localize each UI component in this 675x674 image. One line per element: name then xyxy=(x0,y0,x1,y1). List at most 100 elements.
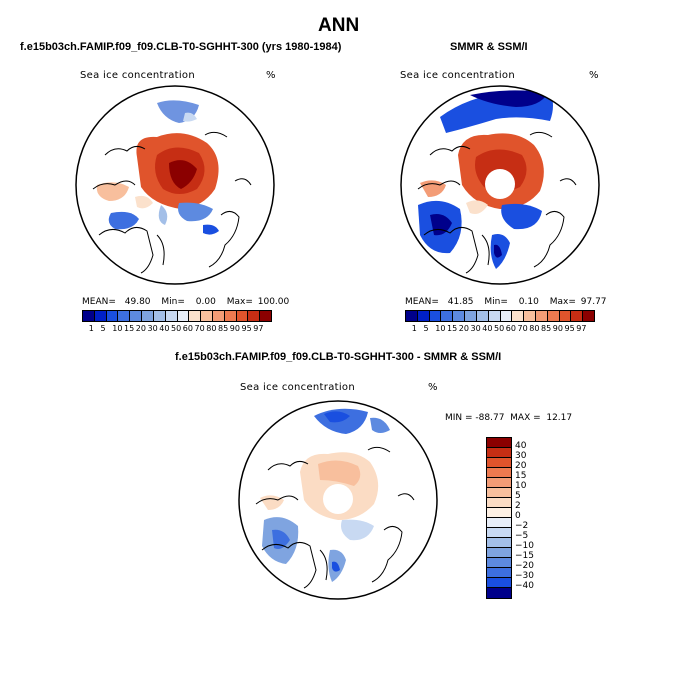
colorbar-label: 30 xyxy=(515,451,527,461)
colorbar-label: 30 xyxy=(147,324,158,333)
colorbar-swatch xyxy=(260,311,271,321)
colorbar-label: 85 xyxy=(541,324,552,333)
panel1-max-label: Max= xyxy=(226,297,253,307)
colorbar-swatch xyxy=(453,311,466,321)
colorbar-swatch xyxy=(153,311,166,321)
colorbar-label: 80 xyxy=(529,324,540,333)
colorbar-label: 97 xyxy=(576,324,587,333)
panel2-colorbar xyxy=(405,310,595,322)
colorbar-swatch xyxy=(487,568,511,578)
colorbar-label: 20 xyxy=(515,461,527,471)
colorbar-label: −20 xyxy=(515,561,534,571)
colorbar-swatch xyxy=(406,311,418,321)
colorbar-swatch xyxy=(417,311,430,321)
colorbar-swatch xyxy=(487,468,511,478)
colorbar-label: 10 xyxy=(435,324,446,333)
colorbar-label: 40 xyxy=(515,441,527,451)
panel1-map-border xyxy=(75,85,275,285)
panel1-coastline-east xyxy=(204,131,252,268)
panel1-title: f.e15b03ch.FAMIP.f09_f09.CLB-T0-SGHHT-30… xyxy=(20,41,342,53)
colorbar-label: 95 xyxy=(241,324,252,333)
panel2-max-label: Max= xyxy=(549,297,576,307)
colorbar-swatch xyxy=(487,518,511,528)
panel2-map xyxy=(400,85,600,285)
panel3-units: % xyxy=(428,382,438,393)
panel1-colorbar-labels: 1 5 10 15 20 30 40 50 60 70 80 85 90 95 97 xyxy=(82,324,272,334)
colorbar-label: 90 xyxy=(229,324,240,333)
colorbar-swatch xyxy=(429,311,442,321)
colorbar-label: 50 xyxy=(171,324,182,333)
colorbar-label: 5 xyxy=(100,324,106,333)
panel1-stats: MEAN= 49.80 Min= 0.00 Max= 100.00 xyxy=(82,297,289,307)
colorbar-label: 70 xyxy=(517,324,528,333)
colorbar-swatch xyxy=(236,311,249,321)
panel2-min: 0.10 xyxy=(518,297,539,307)
colorbar-label: 15 xyxy=(447,324,458,333)
colorbar-swatch xyxy=(487,588,511,598)
panel3-map xyxy=(238,400,438,600)
panel1-map xyxy=(75,85,275,285)
colorbar-swatch xyxy=(106,311,119,321)
colorbar-swatch xyxy=(441,311,454,321)
panel2-stats: MEAN= 41.85 Min= 0.10 Max= 97.77 xyxy=(405,297,607,307)
colorbar-label: 15 xyxy=(124,324,135,333)
panel2-coastline-west xyxy=(417,145,490,274)
panel2-pole-hole xyxy=(485,169,515,199)
colorbar-swatch xyxy=(487,448,511,458)
colorbar-label: 2 xyxy=(515,501,521,511)
colorbar-label: 20 xyxy=(135,324,146,333)
colorbar-swatch xyxy=(224,311,237,321)
colorbar-swatch xyxy=(94,311,107,321)
colorbar-label: 30 xyxy=(470,324,481,333)
colorbar-label: −5 xyxy=(515,531,529,541)
panel2-mean-label: MEAN= xyxy=(405,297,439,307)
colorbar-swatch xyxy=(487,488,511,498)
colorbar-swatch xyxy=(583,311,594,321)
colorbar-label: 0 xyxy=(515,511,521,521)
colorbar-swatch xyxy=(524,311,536,321)
panel3-coastline-east xyxy=(367,446,415,583)
colorbar-swatch xyxy=(465,311,477,321)
panel1-min: 0.00 xyxy=(195,297,216,307)
panel3-map-border xyxy=(238,400,438,600)
colorbar-label: 5 xyxy=(515,491,521,501)
colorbar-label: 40 xyxy=(482,324,493,333)
colorbar-label: 90 xyxy=(552,324,563,333)
colorbar-swatch xyxy=(189,311,202,321)
colorbar-swatch xyxy=(535,311,548,321)
colorbar-label: 80 xyxy=(206,324,217,333)
panel3-atlantic-diff xyxy=(341,519,374,541)
panel1-units: % xyxy=(266,70,276,81)
colorbar-label: −2 xyxy=(515,521,529,531)
colorbar-swatch xyxy=(488,311,501,321)
colorbar-swatch xyxy=(487,558,511,568)
panel1-atlantic-ice xyxy=(178,202,213,222)
colorbar-label: −10 xyxy=(515,541,534,551)
panel1-max: 100.00 xyxy=(257,297,290,307)
colorbar-swatch xyxy=(487,498,511,508)
colorbar-label: 10 xyxy=(515,481,527,491)
colorbar-label: 97 xyxy=(253,324,264,333)
panel1-var-label: Sea ice concentration xyxy=(80,70,195,81)
colorbar-swatch xyxy=(487,438,511,448)
colorbar-swatch xyxy=(201,311,213,321)
panel2-map-border xyxy=(400,85,600,285)
panel1-mean-label: MEAN= xyxy=(82,297,116,307)
colorbar-label: 40 xyxy=(159,324,170,333)
colorbar-swatch xyxy=(476,311,489,321)
panel2-mean: 41.85 xyxy=(447,297,474,307)
colorbar-swatch xyxy=(130,311,143,321)
colorbar-label: 95 xyxy=(564,324,575,333)
colorbar-label: 70 xyxy=(194,324,205,333)
colorbar-label: −30 xyxy=(515,571,534,581)
colorbar-swatch xyxy=(118,311,131,321)
diff-colorbar xyxy=(486,437,512,599)
panel1-coastline-west xyxy=(92,145,165,274)
panel2-min-label: Min= xyxy=(484,297,508,307)
colorbar-label: −15 xyxy=(515,551,534,561)
colorbar-swatch xyxy=(142,311,154,321)
panel2-units: % xyxy=(589,70,599,81)
colorbar-swatch xyxy=(487,538,511,548)
colorbar-label: 15 xyxy=(515,471,527,481)
panel3-coastline-west xyxy=(255,460,328,589)
